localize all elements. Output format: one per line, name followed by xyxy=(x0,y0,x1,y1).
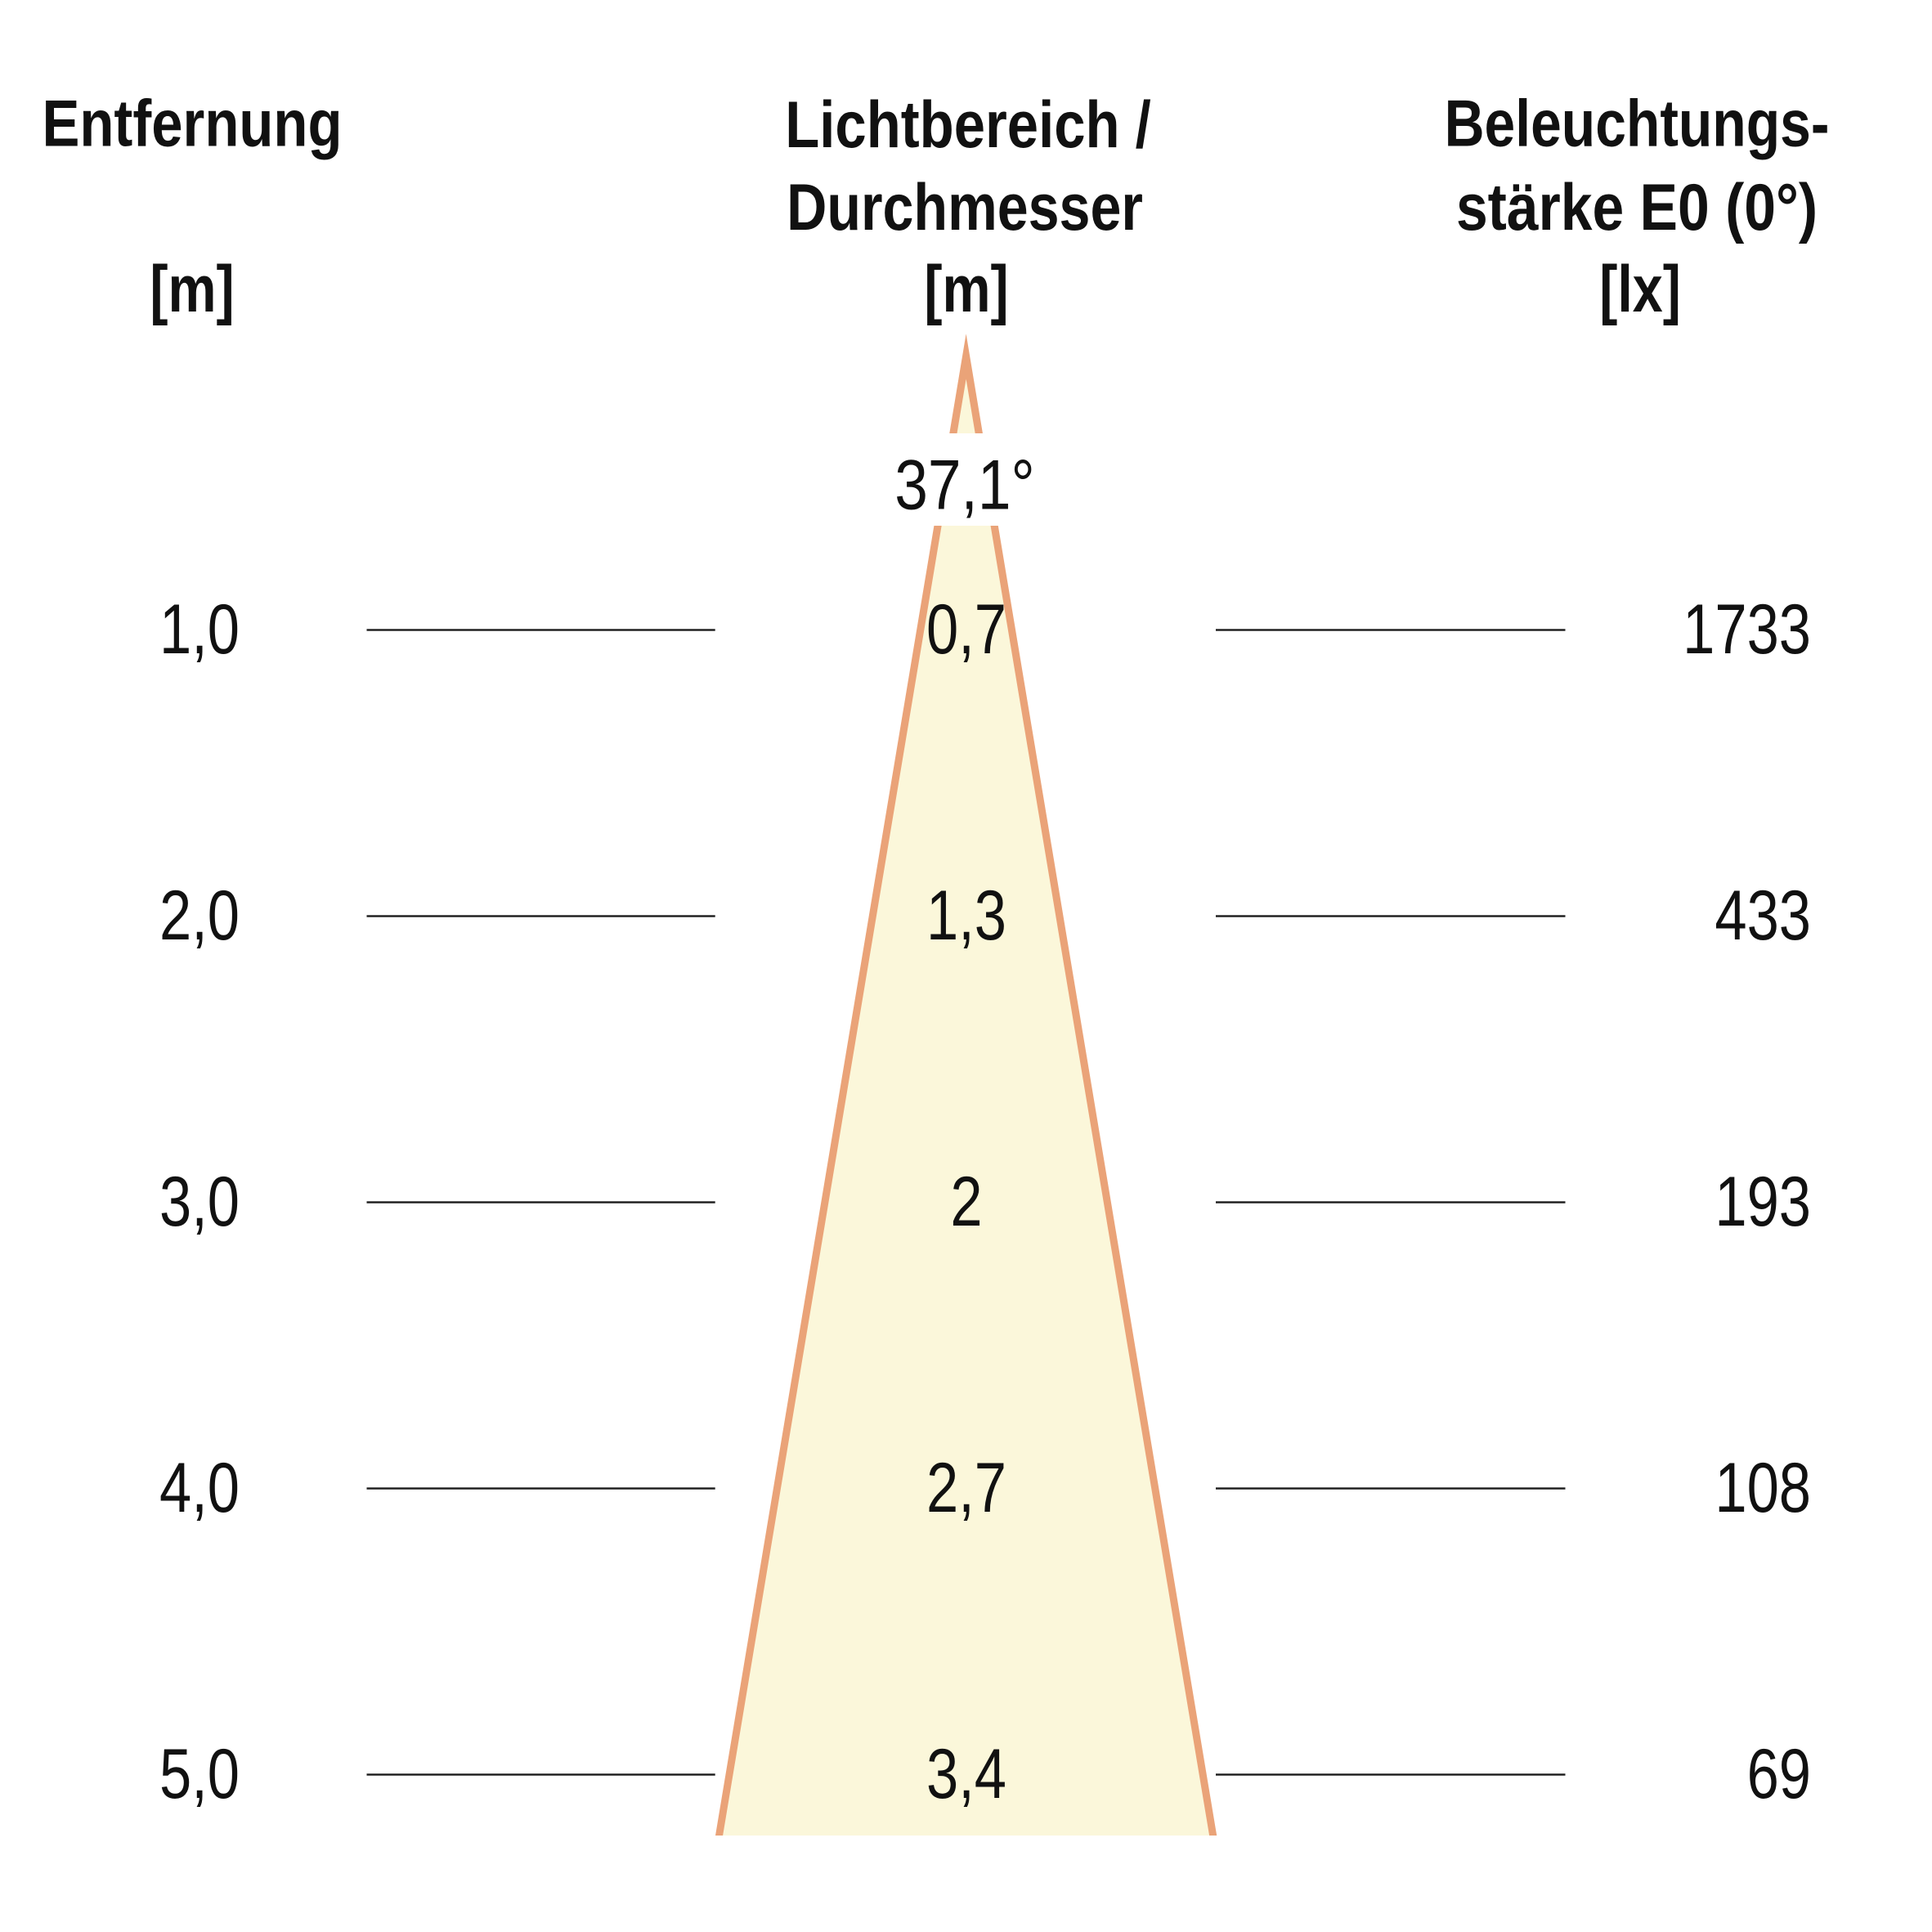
svg-text:1,3: 1,3 xyxy=(926,876,1006,954)
svg-text:433: 433 xyxy=(1715,876,1811,954)
svg-text:Entfernung: Entfernung xyxy=(42,86,342,160)
svg-text:[m]: [m] xyxy=(150,252,234,326)
svg-text:4,0: 4,0 xyxy=(159,1448,240,1526)
svg-text:2,0: 2,0 xyxy=(159,876,240,954)
svg-text:stärke E0 (0°): stärke E0 (0°) xyxy=(1456,171,1818,244)
svg-text:1,0: 1,0 xyxy=(159,589,240,668)
svg-text:0,7: 0,7 xyxy=(926,589,1006,668)
svg-text:[lx]: [lx] xyxy=(1599,252,1681,326)
svg-text:108: 108 xyxy=(1715,1448,1811,1526)
svg-text:Lichtbereich /: Lichtbereich / xyxy=(785,87,1151,162)
svg-text:1733: 1733 xyxy=(1683,589,1811,668)
svg-text:5,0: 5,0 xyxy=(159,1734,240,1813)
svg-text:3,4: 3,4 xyxy=(926,1734,1006,1813)
svg-text:2,7: 2,7 xyxy=(926,1448,1006,1526)
svg-text:3,0: 3,0 xyxy=(159,1162,240,1240)
svg-text:37,1°: 37,1° xyxy=(894,446,1034,524)
svg-text:193: 193 xyxy=(1715,1162,1811,1240)
svg-text:[m]: [m] xyxy=(924,252,1008,326)
svg-text:Beleuchtungs-: Beleuchtungs- xyxy=(1445,86,1830,160)
svg-text:Durchmesser: Durchmesser xyxy=(787,169,1143,244)
svg-text:2: 2 xyxy=(950,1162,982,1240)
svg-text:69: 69 xyxy=(1747,1734,1811,1813)
